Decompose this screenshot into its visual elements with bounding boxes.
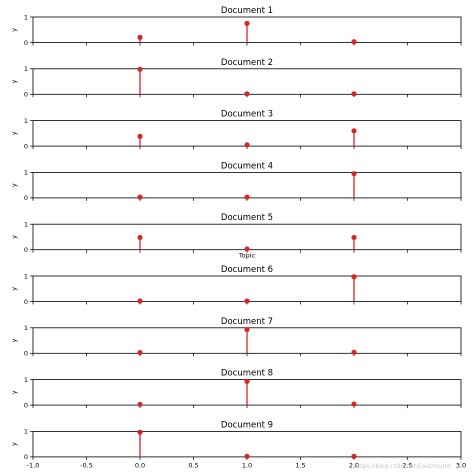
y-tick-label: 1 [24, 324, 28, 332]
stem-marker [244, 142, 250, 148]
stem-marker [137, 34, 143, 41]
x-tick-label: 1.0 [242, 461, 252, 469]
stem-marker [137, 234, 143, 241]
stem-marker [351, 274, 357, 280]
subplot-9: Document 9 0 1 y -1.0 -0.5 0.0 0.5 1.0 1.5 2.0 2.5 3… [10, 420, 466, 469]
stem-marker [137, 133, 143, 140]
axes-frame [32, 223, 462, 251]
stem-marker [137, 298, 143, 304]
stem-marker [351, 234, 357, 241]
y-axis-label: y [10, 235, 18, 239]
y-axis-label: y [10, 287, 18, 291]
stem-marker [351, 349, 357, 355]
y-tick-label: 1 [24, 376, 28, 384]
y-axis-label: y [10, 338, 18, 342]
y-tick-label: 0 [24, 350, 28, 358]
subplot-8: Document 8 0 1 y [10, 369, 462, 409]
subplot-1: Document 1 0 1 y [10, 6, 462, 47]
y-tick-label: 0 [24, 453, 28, 461]
subplot-2: Document 2 0 1 y [10, 58, 462, 99]
stem-marker [351, 91, 357, 97]
y-tick-label: 1 [24, 169, 28, 177]
subplot-6: Document 6 0 1 y [10, 265, 462, 306]
stem-marker [244, 298, 250, 304]
subplot-title: Document 3 [221, 110, 273, 120]
y-tick-label: 0 [24, 142, 28, 150]
stem-marker [351, 39, 357, 45]
y-tick-label: 1 [24, 65, 28, 73]
x-tick-label: -0.5 [80, 461, 93, 469]
y-tick-label: 0 [24, 39, 28, 47]
stem-marker [137, 66, 143, 72]
x-axis-label: Topic [238, 252, 256, 260]
stem-marker [244, 326, 250, 333]
subplot-7: Document 7 0 1 y [10, 317, 462, 358]
y-axis-label: y [10, 79, 18, 83]
y-axis-label: y [10, 131, 18, 135]
subplot-title: Document 6 [221, 265, 273, 275]
y-axis-label: y [10, 390, 18, 394]
subplot-title: Document 5 [221, 213, 273, 223]
stem-marker [244, 20, 250, 26]
stem-marker [137, 401, 143, 407]
subplot-title: Document 1 [221, 6, 273, 16]
x-tick-label: -1.0 [27, 461, 40, 469]
stem-marker [244, 453, 250, 459]
axes-frame [32, 275, 462, 302]
x-tick-label: 0.0 [135, 461, 145, 469]
y-tick-label: 1 [24, 13, 28, 21]
y-tick-label: 0 [24, 401, 28, 409]
y-tick-label: 1 [24, 428, 28, 436]
subplot-title: Document 4 [221, 161, 273, 171]
y-tick-label: 0 [24, 194, 28, 202]
x-tick-label: 0.5 [188, 461, 198, 469]
stem-marker [244, 194, 250, 200]
stem-marker [244, 91, 250, 97]
stem-marker [351, 171, 357, 177]
subplot-4: Document 4 0 1 y [10, 161, 462, 202]
subplot-title: Document 8 [221, 369, 273, 379]
y-tick-label: 1 [24, 272, 28, 280]
stem-marker [137, 429, 143, 435]
stem-marker [244, 378, 250, 384]
stem-marker [137, 194, 143, 200]
y-tick-label: 1 [24, 221, 28, 229]
subplot-3: Document 3 0 1 y [10, 110, 462, 150]
x-tick-label: 2.0 [349, 461, 359, 469]
subplot-title: Document 7 [221, 317, 273, 327]
y-tick-label: 1 [24, 117, 28, 125]
x-tick-label: 2.5 [402, 461, 412, 469]
axes-frame [32, 430, 462, 458]
stem-marker [351, 401, 357, 407]
x-tick-label: 3.0 [456, 461, 466, 469]
subplot-title: Document 9 [221, 420, 273, 430]
stem-marker [244, 246, 250, 252]
y-axis-label: y [10, 442, 18, 446]
y-axis-label: y [10, 183, 18, 187]
y-axis-label: y [10, 28, 18, 32]
subplot-title: Document 2 [221, 58, 273, 68]
watermark: https://blog.csdn.net/Eastmount [354, 463, 451, 470]
stem-marker [351, 128, 357, 134]
stem-marker [351, 453, 357, 459]
axes-frame [32, 171, 462, 199]
y-tick-label: 0 [24, 246, 28, 254]
stem-marker [137, 349, 143, 356]
x-tick-label: 1.5 [295, 461, 305, 469]
subplot-5: Document 5 0 1 y Topic [10, 213, 462, 260]
axes-frame [32, 68, 462, 95]
y-tick-label: 0 [24, 91, 28, 99]
y-tick-label: 0 [24, 298, 28, 306]
